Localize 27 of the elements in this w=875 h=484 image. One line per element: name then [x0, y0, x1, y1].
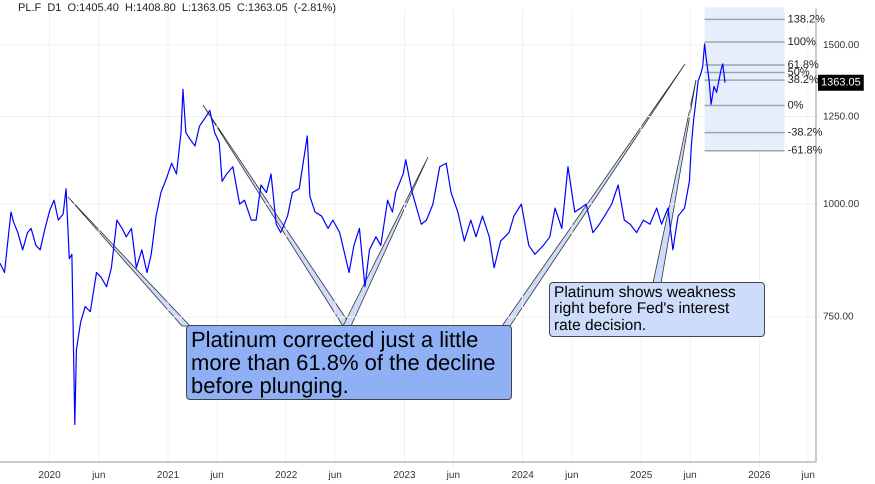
chart-title: PL.F D1 O:1405.40 H:1408.80 L:1363.05 C:1363.05 (-2.81%)	[18, 2, 336, 14]
annotation: -61.8%	[788, 144, 823, 157]
x-tick-label: 2025	[630, 470, 653, 481]
annotation: Platinum corrected just a little more than 61.8% of the decline before plunging.	[186, 325, 512, 400]
annotation: 100%	[788, 36, 816, 48]
annotation: -38.2%	[788, 126, 823, 139]
x-tick-label: 2026	[748, 470, 771, 481]
x-tick-label: 2024	[512, 470, 534, 481]
x-tick-label: jun	[800, 470, 815, 481]
y-tick-label: 1000.00	[823, 198, 860, 210]
y-tick-label: 1250.00	[823, 111, 860, 122]
x-tick-label: jun	[446, 470, 460, 481]
text: 1363.05	[821, 76, 861, 89]
y-tick-label: 750.00	[823, 312, 854, 323]
x-tick-label: jun	[682, 470, 697, 481]
annotation: 0%	[788, 100, 804, 112]
x-tick-label: jun	[91, 470, 106, 481]
x-tick-label: 2023	[393, 470, 416, 481]
x-tick-label: 2021	[156, 470, 180, 481]
x-tick-label: jun	[564, 470, 579, 481]
x-tick-label: 2020	[38, 470, 62, 481]
annotation: 138.2%	[788, 13, 826, 26]
x-tick-label: jun	[327, 470, 342, 481]
x-tick-label: jun	[209, 470, 224, 481]
x-tick-label: 2022	[275, 470, 298, 481]
annotation: Platinum shows weakness right before Fed's interest rate decision.	[549, 282, 765, 337]
y-tick-label: 1500.00	[823, 40, 860, 51]
